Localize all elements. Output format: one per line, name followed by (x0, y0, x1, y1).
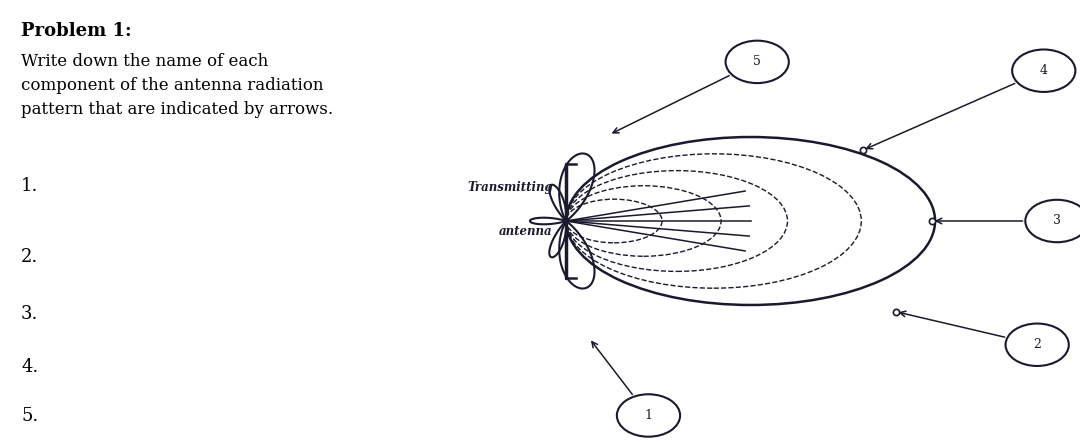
Text: Transmitting: Transmitting (468, 182, 553, 194)
Text: 3.: 3. (22, 305, 39, 323)
Circle shape (1025, 200, 1080, 242)
Text: 2: 2 (1034, 338, 1041, 351)
Text: Problem 1:: Problem 1: (22, 22, 132, 40)
Text: 2.: 2. (22, 248, 38, 266)
Text: 5: 5 (753, 55, 761, 69)
Circle shape (1012, 50, 1076, 92)
Text: Write down the name of each
component of the antenna radiation
pattern that are : Write down the name of each component of… (22, 53, 334, 118)
Text: 4.: 4. (22, 358, 38, 376)
Text: 5.: 5. (22, 407, 38, 425)
Circle shape (726, 41, 788, 83)
Text: 4: 4 (1040, 64, 1048, 77)
Text: 1.: 1. (22, 177, 39, 195)
Text: 3: 3 (1053, 214, 1061, 228)
Circle shape (617, 394, 680, 437)
Circle shape (1005, 324, 1069, 366)
Text: 1: 1 (645, 409, 652, 422)
Text: antenna: antenna (499, 225, 553, 238)
